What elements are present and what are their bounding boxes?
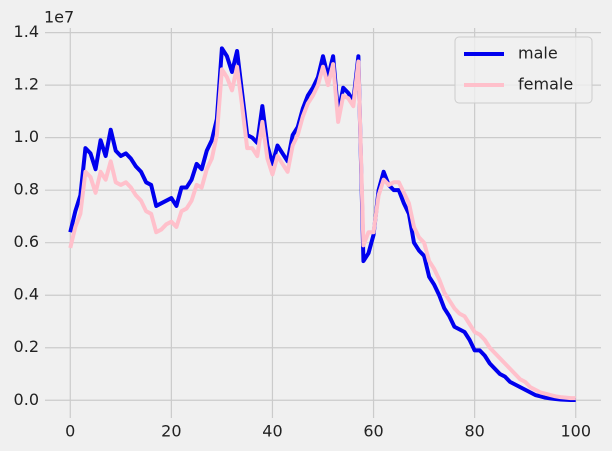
legend-label: male bbox=[518, 44, 558, 63]
x-tick-label: 40 bbox=[262, 422, 282, 441]
y-tick-label: 0.0 bbox=[14, 390, 39, 409]
y-tick-label: 0.4 bbox=[14, 285, 39, 304]
x-tick-label: 20 bbox=[161, 422, 181, 441]
legend-label: female bbox=[518, 75, 573, 94]
x-tick-label: 0 bbox=[65, 422, 75, 441]
offset-label: 1e7 bbox=[44, 8, 74, 27]
y-tick-label: 0.6 bbox=[14, 232, 39, 251]
x-tick-label: 100 bbox=[560, 422, 591, 441]
x-tick-label: 80 bbox=[464, 422, 484, 441]
y-tick-label: 0.2 bbox=[14, 337, 39, 356]
y-tick-label: 1.2 bbox=[14, 75, 39, 94]
series-line bbox=[68, 59, 576, 401]
y-tick-label: 1.4 bbox=[14, 22, 39, 41]
y-tick-label: 1.0 bbox=[14, 127, 39, 146]
y-tick-label: 0.8 bbox=[14, 180, 39, 199]
x-tick-label: 60 bbox=[363, 422, 383, 441]
series-line bbox=[68, 46, 576, 403]
